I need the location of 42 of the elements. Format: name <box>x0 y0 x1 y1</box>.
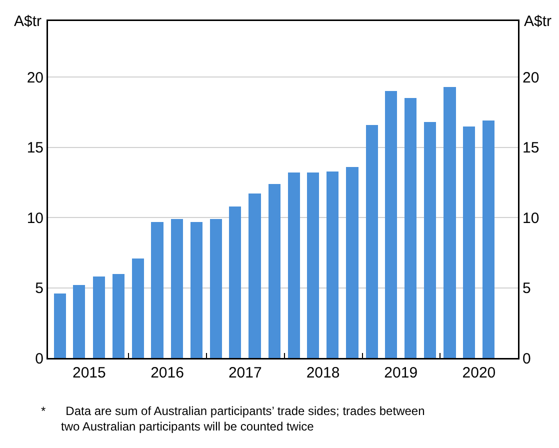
bar <box>346 167 358 358</box>
bar <box>210 218 222 358</box>
x-tick-label: 2016 <box>150 364 184 382</box>
y-tick-label: 20 <box>26 69 44 86</box>
x-tick-label: 2018 <box>306 364 340 382</box>
text: * Data are sum of Australian participants’ trade sides; trades between two Australian participants will be counted twice <box>41 404 425 434</box>
bar <box>424 122 436 358</box>
bar <box>92 276 105 358</box>
y-tick-label: 5 <box>35 280 44 298</box>
bar <box>229 206 242 358</box>
bar <box>462 126 475 358</box>
bar <box>306 172 319 358</box>
y-tick-label: 10 <box>26 210 44 227</box>
y2-tick-label: 15 <box>522 140 540 157</box>
x-tick-label: 2020 <box>462 364 496 382</box>
bar <box>444 87 456 358</box>
bar <box>404 98 416 358</box>
y-axis-title: A$tr <box>14 13 42 30</box>
bar <box>248 194 261 358</box>
bar <box>268 184 280 358</box>
y2-tick-label: 0 <box>522 350 531 368</box>
bar <box>326 171 339 358</box>
bar <box>482 120 495 358</box>
bar <box>112 274 124 358</box>
x-tick-label: 2017 <box>228 364 262 382</box>
x-tick-label: 2019 <box>384 364 418 382</box>
bar <box>73 284 86 358</box>
bar <box>170 218 183 358</box>
y-tick-label: 0 <box>35 350 44 368</box>
bar <box>151 222 164 358</box>
bar <box>190 222 203 358</box>
x-tick-label: 2015 <box>72 364 106 382</box>
bar <box>54 293 66 358</box>
bar <box>132 258 144 358</box>
bar <box>366 124 378 358</box>
y2-tick-label: 10 <box>522 210 540 227</box>
bar <box>288 172 300 358</box>
y2-tick-label: 20 <box>522 69 540 86</box>
y2-axis-title: A$tr <box>524 13 552 30</box>
y-tick-label: 15 <box>26 140 44 157</box>
bar <box>384 91 397 358</box>
y2-tick-label: 5 <box>522 280 531 298</box>
